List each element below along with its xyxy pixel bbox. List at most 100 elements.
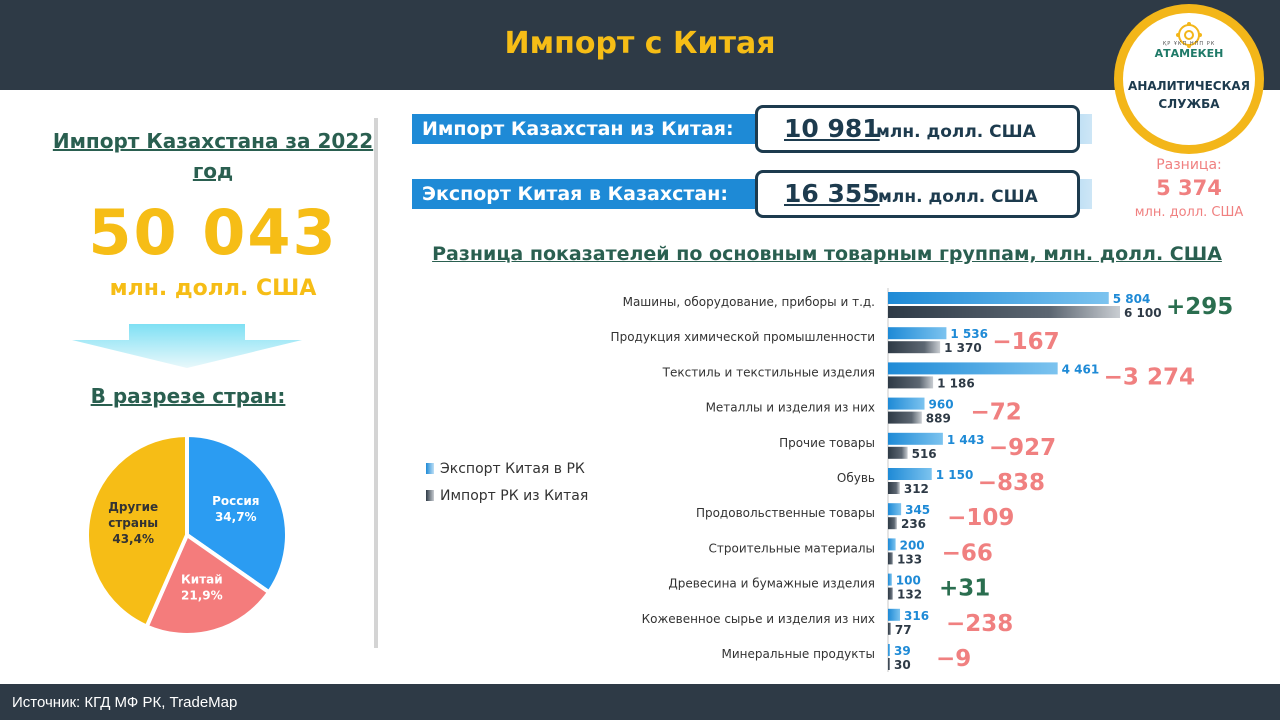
export-value-label: 39 <box>894 644 911 658</box>
pie-slice-percent: 43,4% <box>112 532 154 546</box>
difference-unit: млн. долл. США <box>1134 205 1244 220</box>
legend-export: Экспорт Китая в РК <box>426 461 585 477</box>
legend-import-swatch <box>426 490 434 501</box>
export-value-label: 5 804 <box>1113 292 1151 306</box>
legend-export-swatch <box>426 463 434 474</box>
import-value-label: 132 <box>897 588 922 602</box>
import-stat-label: Импорт Казахстан из Китая: <box>422 118 734 140</box>
category-label: Прочие товары <box>779 436 875 450</box>
export-stat-unit: млн. долл. США <box>878 187 1038 207</box>
export-value-label: 316 <box>904 609 929 623</box>
header: Импорт с Китая <box>0 0 1280 90</box>
category-label: Продукция химической промышленности <box>611 330 875 344</box>
logo-line-1: АНАЛИТИЧЕСКАЯ <box>1128 79 1250 93</box>
import-value-label: 133 <box>897 552 922 566</box>
import-bar <box>888 376 934 389</box>
export-value-label: 1 150 <box>936 468 974 482</box>
import-bar <box>888 446 908 459</box>
atameken-emblem-icon <box>1176 22 1202 48</box>
pie-slice-label: Другие <box>108 500 158 514</box>
country-pie-chart: Россия 34,7% Китай 21,9% Другие страны 43,4% <box>85 432 289 637</box>
export-value-label: 100 <box>896 574 921 588</box>
import-value-label: 77 <box>895 623 912 637</box>
export-value-label: 1 536 <box>950 327 988 341</box>
divider <box>374 118 378 648</box>
pie-slice-label: Китай <box>181 572 223 586</box>
difference-value-label: −109 <box>947 505 1014 531</box>
import-bar <box>888 587 894 600</box>
category-label: Обувь <box>837 471 875 485</box>
export-stat-box: 16 355 млн. долл. США <box>755 170 1080 218</box>
export-bar <box>888 292 1109 304</box>
difference-value-label: +31 <box>939 576 990 602</box>
legend-import: Импорт РК из Китая <box>426 488 588 504</box>
export-bar <box>888 573 892 586</box>
category-label: Древесина и бумажные изделия <box>668 577 875 591</box>
import-stat-value: 10 981 <box>784 114 880 143</box>
export-value-label: 4 461 <box>1062 362 1100 376</box>
export-value-label: 200 <box>900 538 925 552</box>
chart-title: Разница показателей по основным товарным… <box>432 243 1222 265</box>
countries-title: В разрезе стран: <box>90 384 286 408</box>
import-year-title: Импорт Казахстана за 2022 год <box>52 129 374 183</box>
import-bar <box>888 482 900 494</box>
logo-inner: ҚР ҰКП НПП РК АТАМЕКЕН АНАЛИТИЧЕСКАЯ СЛУ… <box>1123 13 1255 145</box>
export-bar <box>888 468 932 480</box>
total-import-value: 50 043 <box>88 196 338 269</box>
import-bar <box>888 411 922 424</box>
difference-value-label: −3 274 <box>1104 364 1195 390</box>
difference-value-label: −9 <box>936 646 971 672</box>
pie-slice-label: Россия <box>212 494 259 508</box>
pie-slice-label: страны <box>108 516 158 530</box>
pie-slice-percent: 34,7% <box>215 510 257 524</box>
import-bar <box>888 658 890 670</box>
total-import-unit: млн. долл. США <box>109 276 317 301</box>
export-bar <box>888 538 896 551</box>
difference-value: 5 374 <box>1156 176 1222 200</box>
category-label: Текстиль и текстильные изделия <box>662 365 875 379</box>
import-bar <box>888 517 897 530</box>
category-label: Металлы и изделия из них <box>706 401 875 415</box>
export-bar <box>888 503 902 516</box>
pie-slice-1 <box>185 432 289 596</box>
import-value-label: 1 370 <box>944 341 982 355</box>
export-bar <box>888 644 890 656</box>
import-value-label: 6 100 <box>1124 306 1162 320</box>
category-label: Продовольственные товары <box>696 506 875 520</box>
legend-export-label: Экспорт Китая в РК <box>440 461 585 477</box>
import-bar <box>888 552 894 565</box>
difference-value-label: −927 <box>989 435 1056 461</box>
import-value-label: 516 <box>912 447 937 461</box>
difference-value-label: −838 <box>978 470 1045 496</box>
import-bar <box>888 306 1120 318</box>
export-bar <box>888 327 947 340</box>
difference-value-label: −66 <box>942 540 993 566</box>
atameken-logo: ҚР ҰКП НПП РК АТАМЕКЕН АНАЛИТИЧЕСКАЯ СЛУ… <box>1114 4 1264 154</box>
page-title: Импорт с Китая <box>504 26 776 61</box>
import-value-label: 30 <box>894 658 911 672</box>
pie-slice-percent: 21,9% <box>181 588 223 602</box>
import-stat-unit: млн. долл. США <box>876 122 1036 142</box>
pie-slice-3 <box>85 432 189 630</box>
export-value-label: 345 <box>905 503 930 517</box>
import-value-label: 889 <box>926 412 951 426</box>
source-note: Источник: КГД МФ РК, TradeMap <box>12 694 238 711</box>
import-bar <box>888 341 941 354</box>
difference-value-label: +295 <box>1166 294 1233 320</box>
category-label: Кожевенное сырье и изделия из них <box>642 612 875 626</box>
export-bar <box>888 608 901 621</box>
export-bar <box>888 362 1058 375</box>
category-label: Строительные материалы <box>709 541 875 555</box>
import-value-label: 1 186 <box>937 376 975 390</box>
down-arrow-icon <box>72 324 302 368</box>
import-stat-box: 10 981 млн. долл. США <box>755 105 1080 153</box>
export-value-label: 960 <box>929 398 954 412</box>
export-value-label: 1 443 <box>947 433 985 447</box>
difference-value-label: −238 <box>946 611 1013 637</box>
footer: Источник: КГД МФ РК, TradeMap <box>0 684 1280 720</box>
export-stat-value: 16 355 <box>784 179 880 208</box>
import-value-label: 312 <box>904 482 929 496</box>
export-bar <box>888 432 943 445</box>
